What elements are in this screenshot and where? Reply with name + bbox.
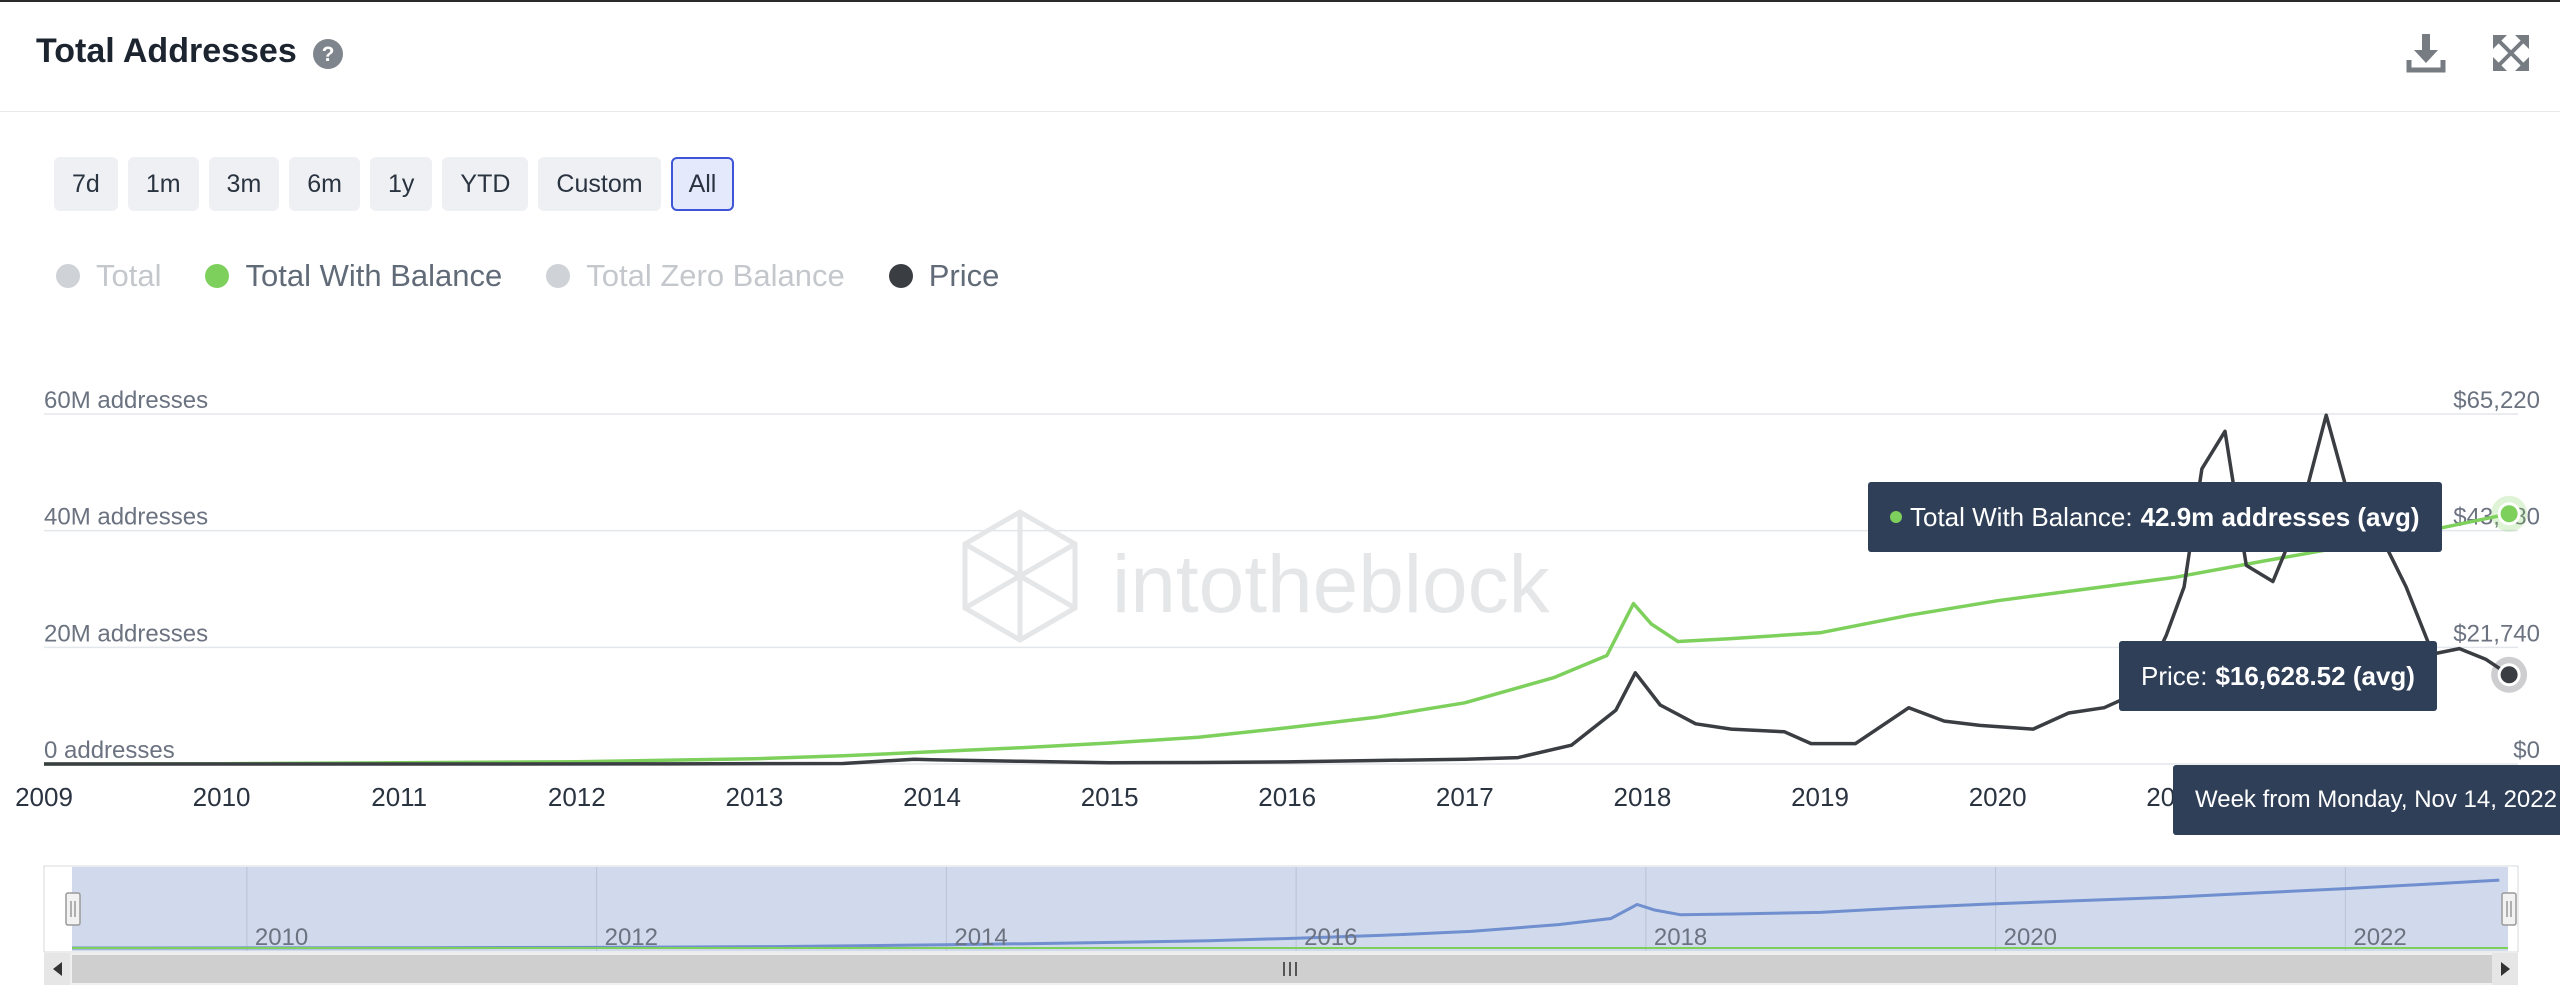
x-tick-label: 2013 xyxy=(725,782,783,812)
tooltip-value: $16,628.52 (avg) xyxy=(2215,660,2415,691)
series-line-total-with-balance xyxy=(43,512,2510,766)
y-left-tick-label: 60M addresses xyxy=(44,387,208,414)
tooltip-label: Total With Balance: xyxy=(1910,501,2133,532)
navigator-labels: 2010 2012 2014 2016 2018 2020 2022 xyxy=(255,924,2407,951)
scrollbar-grip-icon xyxy=(1283,962,1297,976)
scrollbar[interactable] xyxy=(44,953,2518,985)
x-tick-label: 2017 xyxy=(1436,782,1494,812)
navigator-tick-label: 2012 xyxy=(605,924,658,951)
range-selector: 7d 1m 3m 6m 1y YTD Custom All xyxy=(54,157,735,211)
legend-item-total-with-balance[interactable]: Total With Balance xyxy=(205,258,502,294)
legend: Total Total With Balance Total Zero Bala… xyxy=(56,258,999,294)
legend-label: Price xyxy=(928,258,1000,293)
hover-point xyxy=(2497,502,2521,526)
watermark-text: intotheblock xyxy=(1112,539,1551,630)
x-tick-label: 2018 xyxy=(1613,782,1671,812)
navigator-tick-label: 2020 xyxy=(2004,924,2057,951)
range-7d-button[interactable]: 7d xyxy=(54,157,118,211)
x-tick-label: 2019 xyxy=(1791,782,1849,812)
y-right-tick-label: $21,740 xyxy=(2453,620,2540,647)
x-tick-label: 2016 xyxy=(1258,782,1316,812)
navigator-series xyxy=(71,878,2508,950)
legend-dot xyxy=(205,264,230,288)
navigator-series-line xyxy=(71,878,2500,950)
x-tick-label: 2014 xyxy=(903,782,961,812)
range-1y-button[interactable]: 1y xyxy=(370,157,433,211)
download-icon[interactable] xyxy=(2406,32,2446,74)
legend-label: Total Zero Balance xyxy=(586,258,845,293)
legend-item-price[interactable]: Price xyxy=(888,258,1000,294)
series-line-price xyxy=(44,413,2511,766)
y-right-tick-label: $0 xyxy=(2513,737,2540,764)
legend-dot xyxy=(546,264,571,288)
navigator-tick-label: 2016 xyxy=(1304,924,1357,951)
tooltip-price: Price: $16,628.52 (avg) xyxy=(2119,641,2437,711)
range-ytd-button[interactable]: YTD xyxy=(442,157,529,211)
tooltip-dot xyxy=(1890,511,1902,523)
legend-dot xyxy=(56,264,80,288)
legend-dot xyxy=(888,264,913,288)
range-6m-button[interactable]: 6m xyxy=(289,157,361,211)
navigator[interactable]: 2010 2012 2014 2016 2018 2020 2022 xyxy=(43,865,2519,953)
series-layer xyxy=(43,413,2511,766)
legend-label: Total With Balance xyxy=(245,258,503,293)
navigator-tick-label: 2014 xyxy=(954,924,1007,951)
x-tick-label: 2015 xyxy=(1081,782,1139,812)
top-border xyxy=(0,0,2560,2)
legend-label: Total xyxy=(96,258,162,293)
help-icon[interactable]: ? xyxy=(312,38,344,70)
expand-icon[interactable] xyxy=(2492,34,2530,72)
scroll-left-arrow-icon xyxy=(53,962,62,976)
legend-item-total[interactable]: Total xyxy=(56,258,161,294)
navigator-tick-label: 2022 xyxy=(2353,924,2406,951)
scroll-right-arrow-icon xyxy=(2501,962,2510,976)
y-axis-left: 0 addresses 20M addresses 40M addresses 60M… xyxy=(44,387,208,764)
tooltip-label: Price: xyxy=(2141,660,2208,691)
range-1m-button[interactable]: 1m xyxy=(127,157,199,211)
range-all-button[interactable]: All xyxy=(670,157,735,211)
y-axis-right: $0$21,740$43,480$65,220 xyxy=(2453,387,2540,764)
y-left-tick-label: 0 addresses xyxy=(44,737,175,764)
hover-point xyxy=(2497,663,2521,687)
range-3m-button[interactable]: 3m xyxy=(208,157,280,211)
navigator-tick-label: 2010 xyxy=(255,924,308,951)
tooltip-date: Week from Monday, Nov 14, 2022 xyxy=(2173,765,2560,835)
x-tick-label: 2009 xyxy=(15,782,73,812)
x-tick-label: 2020 xyxy=(1969,782,2027,812)
svg-text:?: ? xyxy=(322,43,335,66)
x-tick-label: 2010 xyxy=(193,782,251,812)
watermark-logo-icon xyxy=(962,509,1078,643)
tooltip-value: 42.9m addresses (avg) xyxy=(2140,501,2420,532)
x-tick-label: 2011 xyxy=(371,782,427,812)
y-right-tick-label: $65,220 xyxy=(2453,387,2540,414)
x-axis: 2009 2010 2011 2012 2013 2014 2015 2016 2017 2018… xyxy=(15,782,2382,812)
legend-item-total-zero-balance[interactable]: Total Zero Balance xyxy=(546,258,845,294)
tooltip-total-with-balance: Total With Balance: 42.9m addresses (avg… xyxy=(1868,482,2442,552)
navigator-right-handle[interactable] xyxy=(2501,892,2517,926)
range-custom-button[interactable]: Custom xyxy=(538,157,661,211)
watermark: intotheblock xyxy=(962,509,1551,643)
x-tick-label: 2012 xyxy=(548,782,606,812)
y-left-tick-label: 40M addresses xyxy=(44,504,208,531)
hover-markers xyxy=(2491,495,2528,693)
navigator-left-handle[interactable] xyxy=(65,892,81,926)
chart-title: Total Addresses xyxy=(36,32,297,70)
y-left-tick-label: 20M addresses xyxy=(44,620,208,647)
navigator-tick-label: 2018 xyxy=(1654,924,1707,951)
chart-header: Total Addresses ? xyxy=(0,2,2560,112)
